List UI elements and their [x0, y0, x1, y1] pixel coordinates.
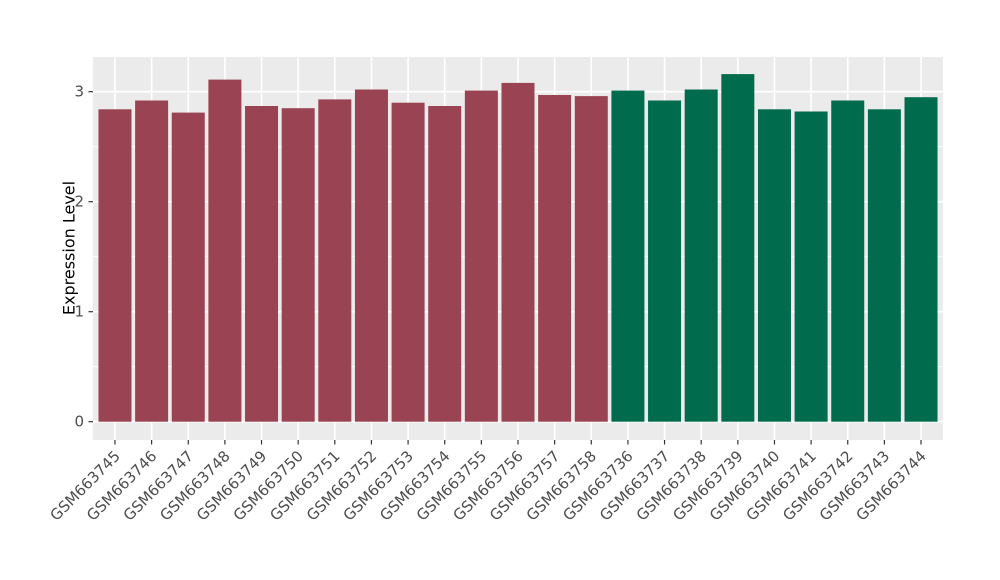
bar: [135, 100, 169, 422]
y-tick-label: 1: [74, 303, 84, 321]
bar: [721, 74, 755, 422]
bar: [208, 79, 242, 422]
bar: [245, 106, 279, 422]
bar: [538, 95, 572, 422]
bar: [794, 111, 828, 422]
bar: [648, 100, 682, 422]
bar: [391, 102, 425, 422]
bar: [831, 100, 865, 422]
bar: [867, 109, 901, 422]
y-tick-label: 2: [74, 193, 84, 211]
bar: [611, 90, 645, 422]
y-tick-label: 0: [74, 413, 84, 431]
bar: [318, 99, 352, 422]
bar: [757, 109, 791, 422]
bar: [428, 106, 462, 422]
bar: [281, 108, 315, 422]
bar: [684, 89, 718, 422]
bar: [574, 96, 608, 422]
bar: [171, 112, 205, 422]
bar: [904, 97, 938, 422]
bar: [464, 90, 498, 422]
bar: [501, 82, 535, 422]
bar: [354, 89, 388, 422]
y-tick-label: 3: [74, 83, 84, 101]
y-axis-title: Expression Level: [59, 180, 79, 316]
bar: [98, 109, 132, 422]
